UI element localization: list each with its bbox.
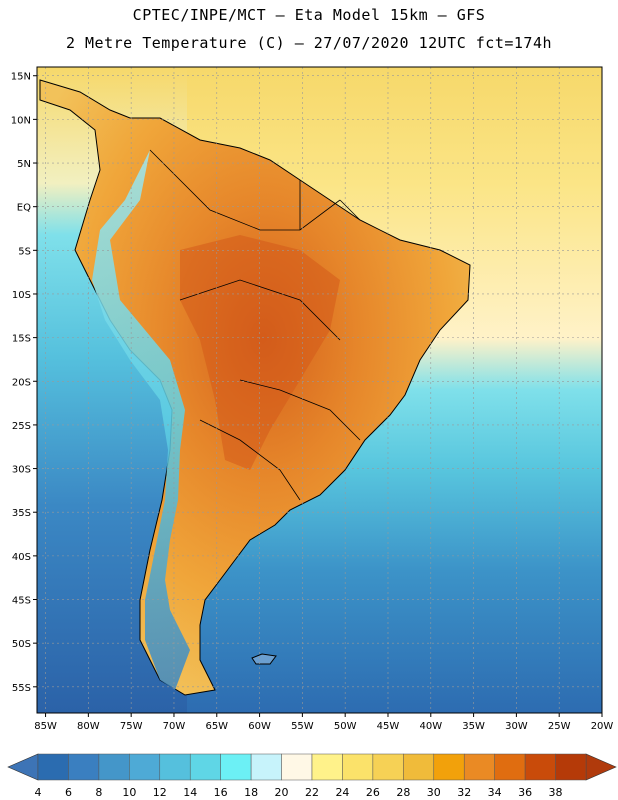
colorbar-tick-label: 30 — [427, 786, 441, 799]
lon-tick-label: 60W — [248, 721, 271, 732]
map-title-line-2: 2 Metre Temperature (C) – 27/07/2020 12U… — [65, 34, 553, 52]
graticule — [37, 67, 603, 713]
longitude-axis: 85W 80W 75W 70W 65W 60W 55W 50W 45W 40W 35W 30W 25W 2… — [34, 713, 613, 732]
lat-tick-label: 25S — [12, 421, 31, 432]
lat-tick-label: 45S — [12, 596, 31, 607]
colorbar-tick-label: 32 — [457, 786, 471, 799]
lat-tick-label: 55S — [12, 683, 31, 694]
lat-tick-label: 15S — [12, 334, 31, 345]
colorbar-swatch — [372, 753, 404, 781]
falkland-islands — [251, 653, 277, 665]
colorbar-tick-label: 16 — [214, 786, 228, 799]
colorbar-swatch — [311, 753, 343, 781]
colorbar-tick-label: 10 — [122, 786, 136, 799]
colorbar-swatch — [524, 753, 556, 781]
lat-tick-label: 10S — [12, 290, 31, 301]
lat-tick-label: 40S — [12, 552, 31, 563]
lon-tick-label: 45W — [377, 721, 400, 732]
colorbar-tick-label: 18 — [244, 786, 258, 799]
lon-tick-label: 75W — [120, 721, 143, 732]
temperature-map: 15N 10N 5N EQ 5S 10S 15S 20S 25S 30S 35S 40S 45S 50S 5… — [11, 66, 613, 732]
colorbar-swatch — [494, 753, 526, 781]
colorbar-tick-label: 8 — [95, 786, 102, 799]
andes-cold-region — [92, 150, 190, 690]
map-title-line-1: CPTEC/INPE/MCT – Eta Model 15km – GFS — [132, 6, 486, 24]
colorbar-swatch — [433, 753, 465, 781]
lon-tick-label: 40W — [419, 721, 442, 732]
colorbar-tick-label: 22 — [305, 786, 319, 799]
colorbar-swatch — [555, 753, 587, 781]
lon-tick-label: 30W — [505, 721, 528, 732]
colorbar-tick-label: 34 — [488, 786, 502, 799]
colorbar-tick-label: 12 — [153, 786, 167, 799]
colorbar-tick-label: 24 — [335, 786, 349, 799]
lon-tick-label: 20W — [591, 721, 614, 732]
colorbar-tick-label: 6 — [65, 786, 72, 799]
map-frame — [36, 66, 603, 714]
lat-tick-label: 20S — [12, 377, 31, 388]
colorbar-low-arrow — [7, 753, 39, 781]
lat-tick-label: 30S — [12, 465, 31, 476]
colorbar-swatch — [342, 753, 374, 781]
colorbar-swatch — [129, 753, 161, 781]
colorbar-tick-label: 38 — [549, 786, 563, 799]
lon-tick-label: 55W — [291, 721, 314, 732]
lon-tick-label: 25W — [548, 721, 571, 732]
lat-tick-label: 50S — [12, 639, 31, 650]
colorbar-swatch — [250, 753, 282, 781]
colorbar-tick-label: 20 — [275, 786, 289, 799]
colorbar-swatch — [220, 753, 252, 781]
lat-tick-label: 5N — [17, 159, 31, 170]
lon-tick-label: 50W — [334, 721, 357, 732]
colorbar-swatch — [281, 753, 313, 781]
colorbar-swatch — [98, 753, 130, 781]
lon-tick-label: 70W — [163, 721, 186, 732]
lon-tick-label: 80W — [77, 721, 100, 732]
lat-tick-label: 5S — [18, 246, 31, 257]
colorbar-swatch — [189, 753, 221, 781]
lon-tick-label: 35W — [462, 721, 485, 732]
colorbar-swatch — [37, 753, 69, 781]
lat-tick-label: 15N — [11, 72, 31, 83]
colorbar-swatch — [159, 753, 191, 781]
lat-tick-label: EQ — [17, 203, 31, 214]
colorbar-tick-label: 4 — [35, 786, 42, 799]
lat-tick-label: 35S — [12, 508, 31, 519]
colorbar-high-arrow — [585, 753, 617, 781]
colorbar-tick-label: 28 — [396, 786, 410, 799]
lon-tick-label: 65W — [205, 721, 228, 732]
colorbar-swatch — [403, 753, 435, 781]
colorbar-tick-label: 26 — [366, 786, 380, 799]
hot-core-region — [180, 235, 340, 470]
country-borders — [149, 149, 361, 501]
lon-tick-label: 85W — [34, 721, 57, 732]
colorbar-tick-label: 36 — [518, 786, 532, 799]
colorbar-tick-label: 14 — [183, 786, 197, 799]
latitude-axis: 15N 10N 5N EQ 5S 10S 15S 20S 25S 30S 35S 40S 45S 50S 5… — [11, 72, 37, 694]
colorbar-swatch — [68, 753, 100, 781]
lat-tick-label: 10N — [11, 115, 31, 126]
colorbar-swatch — [463, 753, 495, 781]
